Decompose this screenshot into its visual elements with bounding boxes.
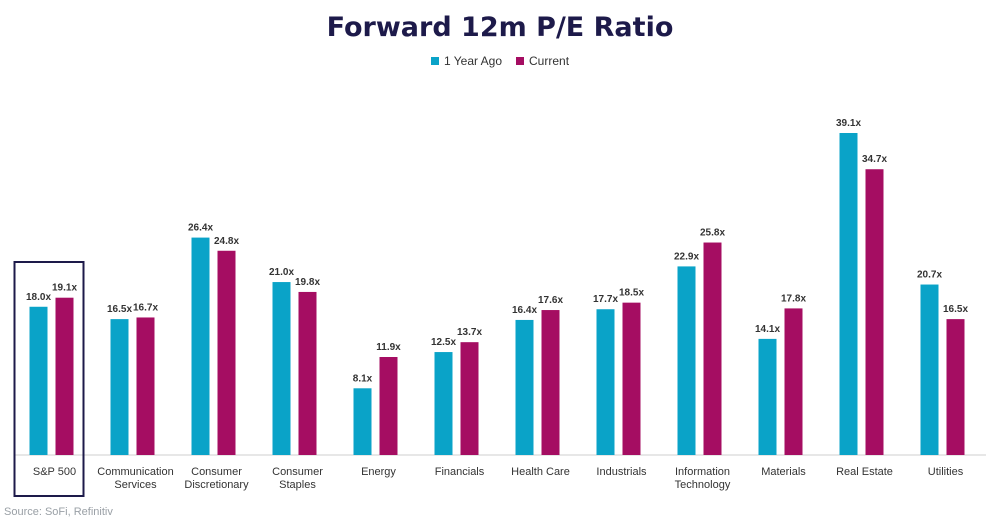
category-label: Information xyxy=(675,466,730,478)
data-label: 20.7x xyxy=(917,270,942,281)
category-label: Communication xyxy=(97,466,173,478)
bar xyxy=(29,306,48,455)
legend-item-1-year-ago: 1 Year Ago xyxy=(430,54,503,68)
bar xyxy=(622,302,641,455)
bar xyxy=(136,317,155,455)
bar xyxy=(110,319,129,455)
category-label: Real Estate xyxy=(836,466,893,478)
chart-title: Forward 12m P/E Ratio xyxy=(326,12,674,43)
data-label: 11.9x xyxy=(376,342,401,353)
legend: 1 Year Ago Current xyxy=(0,54,1000,68)
bar xyxy=(677,266,696,455)
data-label: 24.8x xyxy=(214,236,239,247)
data-label: 12.5x xyxy=(431,337,456,348)
category-label: Services xyxy=(114,479,157,491)
legend-swatch-1-year-ago xyxy=(430,57,439,65)
legend-label-1-year-ago: 1 Year Ago xyxy=(443,54,503,68)
data-label: 16.4x xyxy=(512,305,537,316)
data-label: 19.8x xyxy=(295,277,320,288)
bar xyxy=(460,342,479,455)
bar xyxy=(434,352,453,455)
bar xyxy=(596,309,615,455)
category-label: S&P 500 xyxy=(33,466,76,478)
bar xyxy=(272,282,291,455)
data-label: 16.5x xyxy=(943,304,968,315)
data-label: 25.8x xyxy=(700,228,725,239)
data-label: 16.7x xyxy=(133,302,158,313)
bar xyxy=(784,308,803,455)
highlight-box xyxy=(13,261,85,497)
bar xyxy=(920,284,939,455)
legend-label-current: Current xyxy=(529,54,570,68)
data-label: 26.4x xyxy=(188,223,213,234)
bar xyxy=(515,319,534,455)
bar xyxy=(541,310,560,455)
source-note: Source: SoFi, Refinitiv xyxy=(4,506,113,518)
bar xyxy=(217,250,236,455)
data-label: 22.9x xyxy=(674,251,699,262)
data-label: 19.1x xyxy=(52,283,77,294)
bar xyxy=(839,133,858,455)
data-label: 13.7x xyxy=(457,327,482,338)
bar xyxy=(758,338,777,455)
category-label: Consumer xyxy=(272,466,323,478)
category-label: Financials xyxy=(435,466,485,478)
category-label: Materials xyxy=(761,466,806,478)
category-label: Staples xyxy=(279,479,316,491)
bar xyxy=(865,169,884,455)
bar xyxy=(55,297,74,455)
data-label: 18.0x xyxy=(26,292,51,303)
bar xyxy=(298,291,317,455)
data-label: 17.8x xyxy=(781,293,806,304)
bar xyxy=(191,237,210,455)
data-label: 17.7x xyxy=(593,294,618,305)
data-label: 39.1x xyxy=(836,118,861,129)
bar xyxy=(353,388,372,455)
category-label: Health Care xyxy=(511,466,570,478)
bar xyxy=(703,242,722,455)
category-label: Technology xyxy=(675,479,731,491)
legend-item-current: Current xyxy=(516,54,569,68)
data-label: 14.1x xyxy=(755,324,780,335)
legend-swatch-current xyxy=(516,57,525,65)
category-label: Discretionary xyxy=(184,479,249,491)
data-label: 34.7x xyxy=(862,154,887,165)
category-label: Utilities xyxy=(928,466,964,478)
data-label: 18.5x xyxy=(619,288,644,299)
category-label: Energy xyxy=(361,466,396,478)
bar xyxy=(379,357,398,455)
data-label: 8.1x xyxy=(353,373,373,384)
category-label: Consumer xyxy=(191,466,242,478)
bar xyxy=(946,319,965,455)
data-label: 17.6x xyxy=(538,295,563,306)
category-label: Industrials xyxy=(596,466,647,478)
data-label: 16.5x xyxy=(107,304,132,315)
data-label: 21.0x xyxy=(269,267,294,278)
